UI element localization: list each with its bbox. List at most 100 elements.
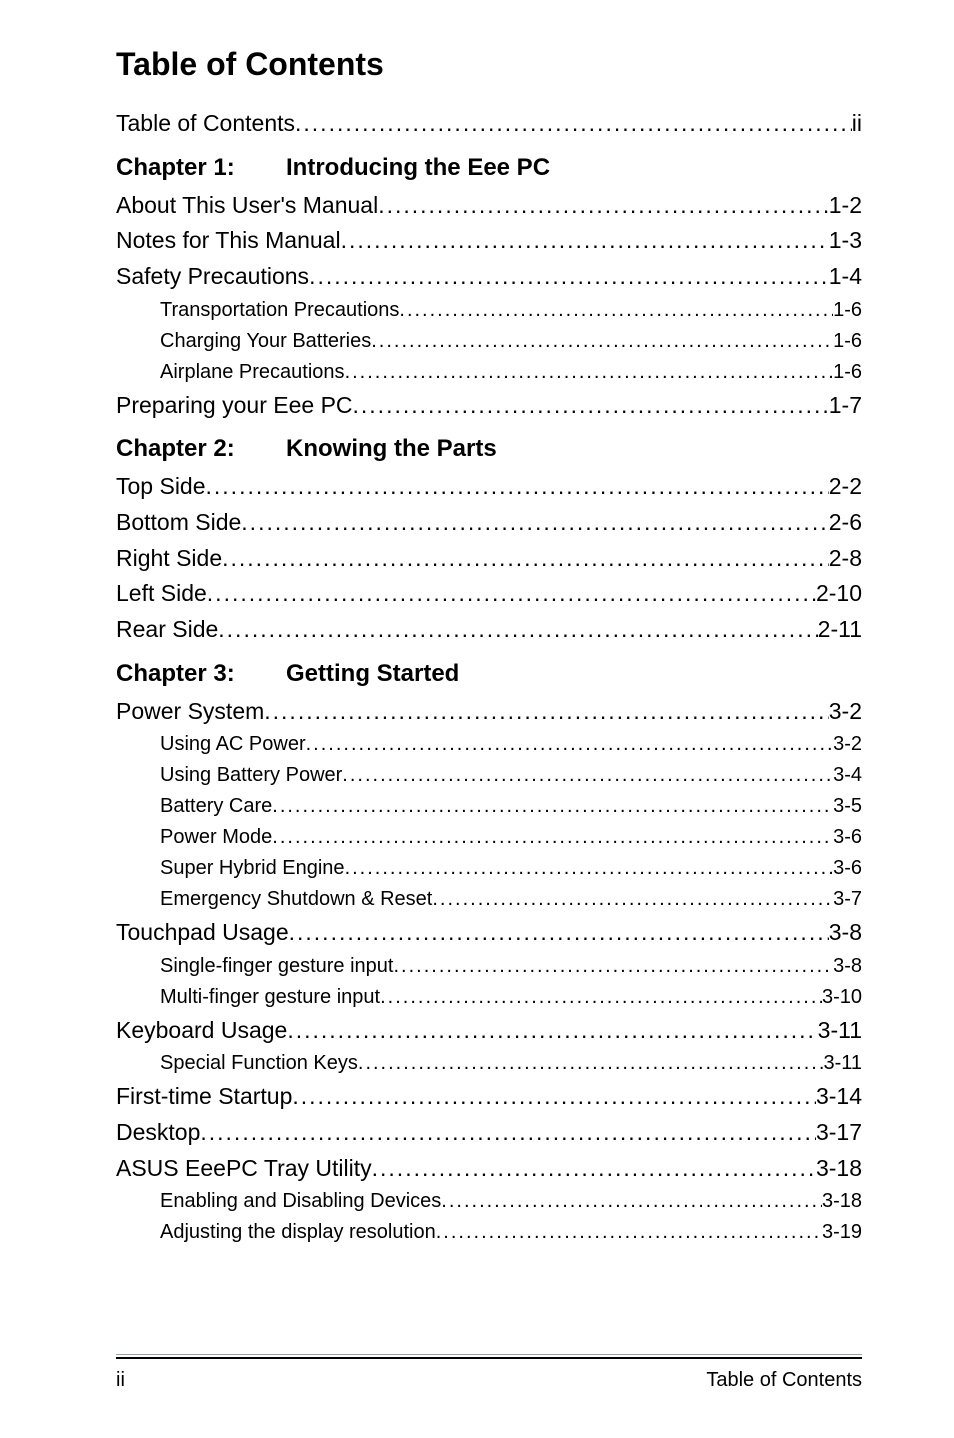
toc-leader [342,760,833,791]
toc-entry-label: Using Battery Power [160,760,342,791]
toc-entry-page: ii [852,105,862,142]
toc-leader [295,105,852,142]
toc-entry-page: 2-6 [829,505,862,541]
toc-entry: Enabling and Disabling Devices 3-18 [160,1186,862,1217]
toc-entry-label: First-time Startup [116,1079,292,1115]
toc-chapter-number: Chapter 2: [116,435,286,463]
toc-entry-page: 3-2 [829,694,862,730]
page-footer: ii Table of Contents [0,1354,954,1392]
toc-self-entry: Table of Contents ii [116,105,862,142]
toc-leader [200,1115,816,1151]
toc-leader [353,388,829,424]
toc-chapter-number: Chapter 1: [116,154,286,182]
toc-leader [272,822,833,853]
toc-entry-label: Rear Side [116,612,218,648]
toc-entry-page: 3-6 [833,853,862,884]
toc-entry: Adjusting the display resolution 3-19 [160,1217,862,1248]
toc-leader [272,791,833,822]
toc-chapter-heading: Chapter 2:Knowing the Parts [116,435,862,463]
toc-entry: Left Side 2-10 [116,576,862,612]
toc-entry-label: Touchpad Usage [116,915,289,951]
toc-entry: Preparing your Eee PC 1-7 [116,388,862,424]
toc-leader [306,729,833,760]
toc-entry-page: 1-2 [829,188,862,224]
toc-leader [432,884,833,915]
toc-leader [358,1048,824,1079]
toc-leader [309,259,829,295]
toc-entry-page: 3-17 [816,1115,862,1151]
toc-entry-page: 3-6 [833,822,862,853]
toc-entry-label: Safety Precautions [116,259,309,295]
toc-entry: Touchpad Usage 3-8 [116,915,862,951]
toc-entry-label: Top Side [116,469,206,505]
toc-entry-label: Left Side [116,576,207,612]
toc-entry-page: 3-5 [833,791,862,822]
toc-entry-label: Battery Care [160,791,272,822]
toc-entry-page: 1-7 [829,388,862,424]
toc-entry-label: Emergency Shutdown & Reset [160,884,432,915]
toc-leader [289,915,829,951]
toc-chapters: Chapter 1:Introducing the Eee PCAbout Th… [116,154,862,1249]
toc-chapter-heading: Chapter 3:Getting Started [116,660,862,688]
footer-page-number: ii [116,1369,125,1392]
toc-entry-page: 2-2 [829,469,862,505]
toc-entry-label: Adjusting the display resolution [160,1217,436,1248]
toc-entry: Using Battery Power 3-4 [160,760,862,791]
toc-entry: Bottom Side 2-6 [116,505,862,541]
toc-entry-page: 2-11 [818,612,862,648]
toc-entry-page: 1-6 [833,357,862,388]
footer-section-label: Table of Contents [706,1369,862,1392]
toc-entry-page: 3-19 [822,1217,862,1248]
toc-entry-label: Bottom Side [116,505,241,541]
toc-leader [393,951,833,982]
toc-entry-page: 1-6 [833,326,862,357]
toc-entry-label: Power System [116,694,264,730]
toc-entry-label: Preparing your Eee PC [116,388,353,424]
toc-leader [441,1186,822,1217]
page-title: Table of Contents [116,46,862,83]
toc-entry: Power System 3-2 [116,694,862,730]
toc-entry-label: Keyboard Usage [116,1013,287,1049]
toc-entry-label: Special Function Keys [160,1048,358,1079]
toc-entry-page: 1-6 [833,295,862,326]
toc-entry-label: Right Side [116,541,222,577]
toc-leader [399,295,833,326]
toc-entry-label: Charging Your Batteries [160,326,371,357]
toc-leader [371,326,833,357]
toc-entry: Multi-finger gesture input 3-10 [160,982,862,1013]
toc-entry-label: About This User's Manual [116,188,378,224]
toc-entry: Notes for This Manual 1-3 [116,223,862,259]
toc-entry-label: Notes for This Manual [116,223,341,259]
toc-entry-label: Enabling and Disabling Devices [160,1186,441,1217]
toc-entry-page: 3-11 [818,1013,862,1049]
toc-leader [292,1079,816,1115]
toc-entry-label: Desktop [116,1115,200,1151]
toc-entry-page: 3-14 [816,1079,862,1115]
toc-entry-label: Transportation Precautions [160,295,399,326]
toc-leader [206,469,829,505]
toc-entry-page: 3-2 [833,729,862,760]
toc-entry-label: Airplane Precautions [160,357,345,388]
toc-entry: Safety Precautions 1-4 [116,259,862,295]
toc-entry-page: 1-4 [829,259,862,295]
toc-entry: Using AC Power 3-2 [160,729,862,760]
toc-entry-page: 3-10 [822,982,862,1013]
toc-entry-page: 3-11 [823,1048,862,1079]
toc-leader [241,505,828,541]
toc-chapter-title: Getting Started [286,660,862,688]
toc-entry-page: 3-18 [816,1151,862,1187]
toc-entry-label: Power Mode [160,822,272,853]
toc-leader [380,982,822,1013]
page-container: Table of Contents Table of Contents ii C… [0,0,954,1438]
toc-entry: Right Side 2-8 [116,541,862,577]
toc-chapter-title: Knowing the Parts [286,435,862,463]
toc-entry: Airplane Precautions 1-6 [160,357,862,388]
toc-entry: Special Function Keys 3-11 [160,1048,862,1079]
toc-entry: About This User's Manual 1-2 [116,188,862,224]
toc-entry: Desktop 3-17 [116,1115,862,1151]
toc-entry-label: Super Hybrid Engine [160,853,345,884]
toc-entry: Keyboard Usage 3-11 [116,1013,862,1049]
toc-entry: Super Hybrid Engine 3-6 [160,853,862,884]
toc-chapter-number: Chapter 3: [116,660,286,688]
toc-entry: Transportation Precautions 1-6 [160,295,862,326]
